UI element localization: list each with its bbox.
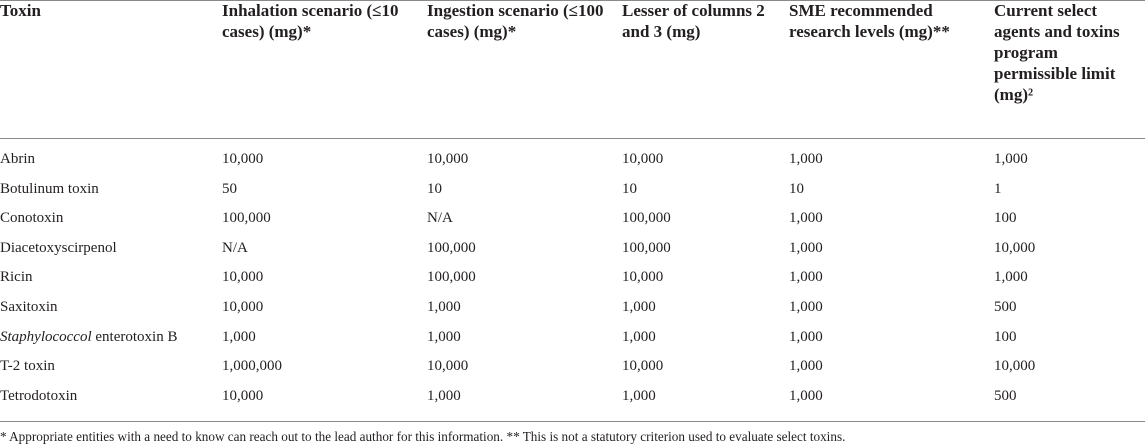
inhalation-cell: 10,000: [222, 387, 264, 404]
inhalation-cell: 10,000: [222, 298, 264, 315]
toxin-name-cell: Diacetoxyscirpenol: [0, 239, 117, 256]
ingestion-cell: 10,000: [427, 151, 469, 167]
table-footnote: * Appropriate entities with a need to kn…: [0, 429, 846, 444]
sme-cell: 1,000: [789, 358, 823, 375]
lesser-cell: 10,000: [622, 151, 664, 167]
inhalation-cell: 1,000: [222, 328, 256, 345]
table-row: Abrin 10,000 10,000 10,000 1,000 1,000: [0, 145, 1145, 175]
table-top-rule: [0, 0, 1145, 1]
permissible-cell: 10,000: [994, 239, 1036, 256]
lesser-cell: 100,000: [622, 239, 671, 256]
table-row: Botulinum toxin 50 10 10 10 1: [0, 175, 1145, 205]
table-row: Conotoxin 100,000 N/A 100,000 1,000 100: [0, 204, 1145, 234]
sme-cell: 1,000: [789, 210, 823, 227]
header-sme-recommended: SME recommended research levels (mg)**: [789, 1, 950, 41]
sme-cell: 1,000: [789, 269, 823, 286]
sme-cell: 10: [789, 180, 804, 197]
permissible-cell: 1,000: [994, 151, 1028, 167]
ingestion-cell: 10: [427, 180, 442, 197]
header-permissible-limit: Current select agents and toxins program…: [994, 1, 1120, 104]
sme-cell: 1,000: [789, 151, 823, 167]
ingestion-cell: 100,000: [427, 239, 476, 256]
permissible-cell: 100: [994, 210, 1017, 227]
inhalation-cell: 100,000: [222, 210, 271, 227]
permissible-cell: 100: [994, 328, 1017, 345]
toxin-name-cell: T-2 toxin: [0, 358, 55, 375]
permissible-cell: 10,000: [994, 358, 1036, 375]
toxin-name-cell: Tetrodotoxin: [0, 387, 78, 404]
toxin-name-cell: Staphylococcol enterotoxin B: [0, 328, 178, 345]
header-inhalation-scenario: Inhalation scenario (≤10 cases) (mg)*: [222, 1, 399, 41]
header-toxin: Toxin: [0, 1, 41, 20]
inhalation-cell: N/A: [222, 239, 248, 256]
table-row: T-2 toxin 1,000,000 10,000 10,000 1,000 …: [0, 352, 1145, 382]
toxin-name-cell: Ricin: [0, 269, 33, 286]
lesser-cell: 1,000: [622, 298, 656, 315]
inhalation-cell: 10,000: [222, 269, 264, 286]
sme-cell: 1,000: [789, 298, 823, 315]
lesser-cell: 10,000: [622, 358, 664, 375]
lesser-cell: 10: [622, 180, 637, 197]
lesser-cell: 1,000: [622, 387, 656, 404]
toxin-name-cell: Botulinum toxin: [0, 180, 99, 197]
permissible-cell: 1,000: [994, 269, 1028, 286]
lesser-cell: 10,000: [622, 269, 664, 286]
table-row: Ricin 10,000 100,000 10,000 1,000 1,000: [0, 263, 1145, 293]
sme-cell: 1,000: [789, 387, 823, 404]
lesser-cell: 100,000: [622, 210, 671, 227]
table-row: Staphylococcol enterotoxin B 1,000 1,000…: [0, 323, 1145, 353]
inhalation-cell: 50: [222, 180, 237, 197]
permissible-cell: 500: [994, 387, 1017, 404]
ingestion-cell: N/A: [427, 210, 453, 227]
ingestion-cell: 100,000: [427, 269, 476, 286]
sme-cell: 1,000: [789, 239, 823, 256]
ingestion-cell: 1,000: [427, 298, 461, 315]
table-header-rule: [0, 138, 1145, 139]
sme-cell: 1,000: [789, 328, 823, 345]
permissible-cell: 1: [994, 180, 1002, 197]
header-lesser-of-columns: Lesser of columns 2 and 3 (mg): [622, 1, 765, 41]
toxin-name-cell: Abrin: [0, 151, 35, 167]
toxin-name-cell: Saxitoxin: [0, 298, 58, 315]
table-row: Diacetoxyscirpenol N/A 100,000 100,000 1…: [0, 234, 1145, 264]
header-ingestion-scenario: Ingestion scenario (≤100 cases) (mg)*: [427, 1, 604, 41]
table-row: Saxitoxin 10,000 1,000 1,000 1,000 500: [0, 293, 1145, 323]
table-body: Abrin 10,000 10,000 10,000 1,000 1,000 B…: [0, 145, 1145, 411]
table-header-row: Toxin Inhalation scenario (≤10 cases) (m…: [0, 0, 1145, 138]
lesser-cell: 1,000: [622, 328, 656, 345]
ingestion-cell: 1,000: [427, 328, 461, 345]
inhalation-cell: 1,000,000: [222, 358, 282, 375]
ingestion-cell: 1,000: [427, 387, 461, 404]
table-row: Tetrodotoxin 10,000 1,000 1,000 1,000 50…: [0, 382, 1145, 412]
toxin-name-cell: Conotoxin: [0, 210, 64, 227]
table-bottom-rule: [0, 421, 1145, 422]
ingestion-cell: 10,000: [427, 358, 469, 375]
inhalation-cell: 10,000: [222, 151, 264, 167]
permissible-cell: 500: [994, 298, 1017, 315]
